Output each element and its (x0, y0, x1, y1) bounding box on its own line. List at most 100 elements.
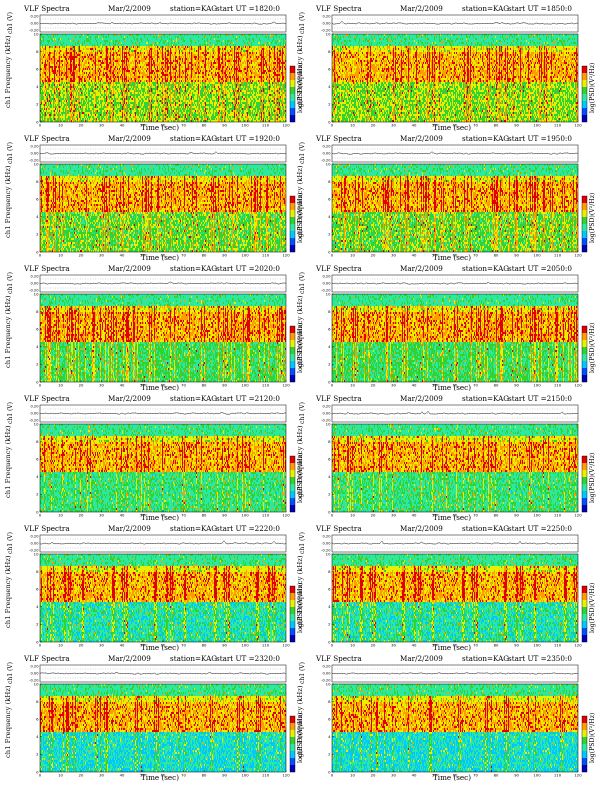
colorbar-segment (582, 586, 587, 593)
y-tick-label: 6 (36, 457, 39, 462)
y-tick-label: 4 (36, 604, 39, 609)
colorbar-segment (582, 217, 587, 224)
x-tick-label: 20 (371, 773, 376, 778)
colorbar-segment (582, 238, 587, 245)
waveform-tick-label: 0.20 (322, 15, 331, 19)
colorbar-segment (582, 730, 587, 737)
y-tick-label: 2 (36, 232, 39, 237)
colorbar-segment (582, 80, 587, 87)
colorbar-segment (290, 628, 295, 635)
spectrogram-panel: VLF Spectra Mar/2/2009 station=KAG start UT… (302, 4, 602, 132)
x-tick-label: 0 (39, 123, 42, 128)
y-tick-label: 4 (328, 474, 331, 479)
colorbar-segment (582, 361, 587, 368)
x-tick-label: 90 (514, 773, 519, 778)
x-tick-label: 120 (282, 383, 290, 388)
time-axis-label: Time (sec) (412, 643, 492, 652)
colorbar-segment (290, 101, 295, 108)
colorbar-segment (582, 505, 587, 512)
colorbar-segment (582, 196, 587, 203)
x-tick-label: 120 (574, 383, 582, 388)
colorbar-segment (290, 245, 295, 252)
x-tick-label: 20 (79, 773, 84, 778)
colorbar-segment (290, 586, 295, 593)
colorbar-segment (582, 600, 587, 607)
y-tick-label: 2 (36, 362, 39, 367)
colorbar-segment (290, 600, 295, 607)
frequency-axis-label: ch1 Frequency (kHz) (4, 698, 24, 758)
waveform-tick-label: 0.20 (30, 15, 39, 19)
spectrogram-cells (40, 164, 286, 252)
time-axis-label: Time (sec) (120, 383, 200, 392)
colorbar-segment (290, 744, 295, 751)
spectrogram-panel: VLF Spectra Mar/2/2009 station=KAG start UT… (302, 264, 602, 392)
waveform-tick-label: 0.00 (30, 282, 39, 286)
y-tick-label: 4 (328, 344, 331, 349)
colorbar-segment (290, 491, 295, 498)
x-tick-label: 80 (494, 253, 499, 258)
x-tick-label: 100 (533, 123, 541, 128)
colorbar-segment (582, 101, 587, 108)
waveform-tick-label: 0.00 (30, 152, 39, 156)
spectrogram-panel: VLF Spectra Mar/2/2009 station=KAG start UT… (10, 524, 310, 652)
colorbar-segment (290, 224, 295, 231)
x-tick-label: 90 (222, 123, 227, 128)
frequency-axis-label: ch1 Frequency (kHz) (4, 178, 24, 238)
waveform-axis-label: ch1 (V) (7, 404, 17, 424)
time-axis-label: Time (sec) (412, 383, 492, 392)
x-tick-label: 80 (202, 643, 207, 648)
colorbar-segment (290, 196, 295, 203)
y-tick-label: 6 (36, 717, 39, 722)
frequency-axis-label: ch1 Frequency (kHz) (4, 438, 24, 498)
colorbar-segment (290, 368, 295, 375)
colorbar-segment (582, 333, 587, 340)
colorbar-segment (582, 723, 587, 730)
colorbar-segment (582, 456, 587, 463)
y-tick-label: 10 (326, 551, 331, 556)
colorbar-segment (290, 238, 295, 245)
colorbar-segment (582, 326, 587, 333)
colorbar-segment (582, 491, 587, 498)
colorbar-segment (582, 115, 587, 122)
y-tick-label: 8 (36, 49, 39, 54)
colorbar-segment (582, 347, 587, 354)
time-axis-label: Time (sec) (120, 643, 200, 652)
y-tick-label: 8 (328, 309, 331, 314)
x-tick-label: 110 (554, 383, 562, 388)
y-tick-label: 10 (34, 421, 39, 426)
y-tick-label: 2 (328, 232, 331, 237)
waveform-tick-label: 0.00 (30, 542, 39, 546)
waveform-tick-label: 0.20 (322, 535, 331, 539)
waveform-axis-label: ch1 (V) (7, 664, 17, 684)
x-tick-label: 10 (58, 773, 63, 778)
x-tick-label: 120 (574, 643, 582, 648)
y-tick-label: 4 (36, 344, 39, 349)
y-tick-label: 2 (36, 492, 39, 497)
x-tick-label: 30 (99, 643, 104, 648)
colorbar-segment (582, 203, 587, 210)
x-tick-label: 90 (514, 513, 519, 518)
x-tick-label: 110 (262, 383, 270, 388)
y-tick-label: 6 (36, 587, 39, 592)
x-tick-label: 100 (241, 513, 249, 518)
colorbar-segment (290, 326, 295, 333)
frequency-axis-label: ch1 Frequency (kHz) (296, 178, 316, 238)
y-tick-label: 2 (328, 102, 331, 107)
waveform-tick-label: 0.00 (30, 672, 39, 676)
time-axis-label: Time (sec) (412, 513, 492, 522)
x-tick-label: 30 (99, 123, 104, 128)
y-tick-label: 10 (326, 681, 331, 686)
colorbar-segment (290, 361, 295, 368)
spectrogram-panel: VLF Spectra Mar/2/2009 station=KAG start UT… (10, 264, 310, 392)
y-tick-label: 4 (328, 604, 331, 609)
x-tick-label: 30 (391, 773, 396, 778)
spectrogram-panel: VLF Spectra Mar/2/2009 station=KAG start UT… (302, 394, 602, 522)
x-tick-label: 0 (39, 773, 42, 778)
waveform-axis-label: ch1 (V) (7, 14, 17, 34)
colorbar-segment (290, 621, 295, 628)
